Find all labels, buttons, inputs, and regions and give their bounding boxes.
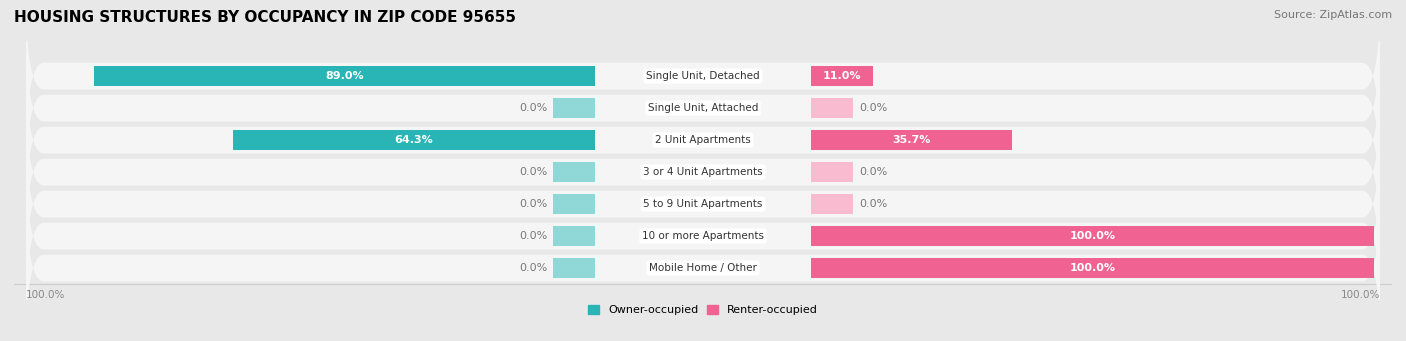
Text: 0.0%: 0.0% — [519, 199, 547, 209]
Text: 89.0%: 89.0% — [325, 71, 364, 81]
FancyBboxPatch shape — [25, 186, 1381, 341]
FancyBboxPatch shape — [25, 121, 1381, 287]
Bar — [94, 66, 595, 86]
Text: 0.0%: 0.0% — [859, 167, 887, 177]
Text: 3 or 4 Unit Apartments: 3 or 4 Unit Apartments — [643, 167, 763, 177]
Text: 100.0%: 100.0% — [27, 290, 66, 300]
Text: 2 Unit Apartments: 2 Unit Apartments — [655, 135, 751, 145]
Text: 0.0%: 0.0% — [519, 263, 547, 273]
FancyBboxPatch shape — [25, 153, 1381, 318]
Bar — [553, 258, 595, 278]
Bar — [811, 66, 873, 86]
Text: 0.0%: 0.0% — [859, 103, 887, 113]
Text: 0.0%: 0.0% — [519, 103, 547, 113]
Text: 10 or more Apartments: 10 or more Apartments — [643, 231, 763, 241]
Text: Mobile Home / Other: Mobile Home / Other — [650, 263, 756, 273]
Bar — [811, 130, 1012, 150]
Bar — [233, 130, 595, 150]
Text: 11.0%: 11.0% — [823, 71, 860, 81]
FancyBboxPatch shape — [25, 90, 1381, 255]
Text: Single Unit, Detached: Single Unit, Detached — [647, 71, 759, 81]
Text: 100.0%: 100.0% — [1070, 231, 1115, 241]
Bar — [811, 258, 1374, 278]
Bar — [553, 98, 595, 118]
Bar — [553, 194, 595, 214]
Text: 0.0%: 0.0% — [519, 231, 547, 241]
Bar — [811, 194, 853, 214]
Bar — [811, 226, 1374, 246]
Text: Source: ZipAtlas.com: Source: ZipAtlas.com — [1274, 10, 1392, 20]
FancyBboxPatch shape — [25, 0, 1381, 159]
Text: 5 to 9 Unit Apartments: 5 to 9 Unit Apartments — [644, 199, 762, 209]
Bar — [811, 98, 853, 118]
Text: HOUSING STRUCTURES BY OCCUPANCY IN ZIP CODE 95655: HOUSING STRUCTURES BY OCCUPANCY IN ZIP C… — [14, 10, 516, 25]
Text: 35.7%: 35.7% — [893, 135, 931, 145]
Bar — [811, 162, 853, 182]
Legend: Owner-occupied, Renter-occupied: Owner-occupied, Renter-occupied — [588, 305, 818, 315]
Text: 0.0%: 0.0% — [859, 199, 887, 209]
Text: Single Unit, Attached: Single Unit, Attached — [648, 103, 758, 113]
Bar — [553, 226, 595, 246]
FancyBboxPatch shape — [25, 26, 1381, 191]
Text: 100.0%: 100.0% — [1340, 290, 1379, 300]
Text: 100.0%: 100.0% — [1070, 263, 1115, 273]
Text: 0.0%: 0.0% — [519, 167, 547, 177]
Bar — [553, 162, 595, 182]
Text: 64.3%: 64.3% — [395, 135, 433, 145]
FancyBboxPatch shape — [25, 58, 1381, 223]
